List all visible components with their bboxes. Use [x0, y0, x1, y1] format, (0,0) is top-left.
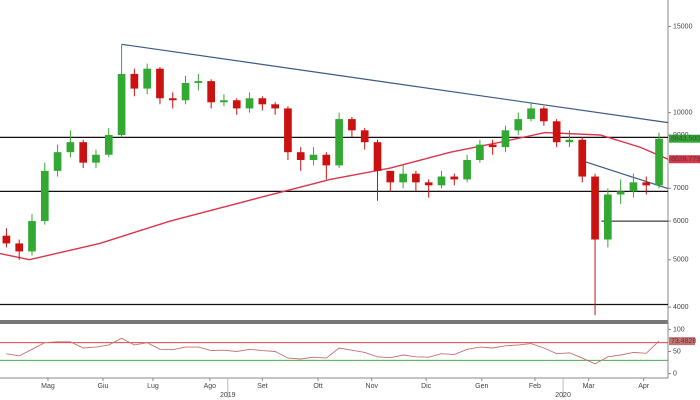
candle-body: [117, 73, 126, 135]
x-tick-label: Apr: [638, 383, 650, 390]
x-tick-label: Set: [257, 383, 268, 390]
candle-body: [373, 142, 382, 171]
candle-body: [527, 108, 535, 120]
candle-body: [194, 81, 203, 83]
year-label: 2020: [555, 392, 571, 399]
x-tick-label: Dic: [421, 383, 432, 390]
y-tick-label: 4000: [673, 304, 689, 311]
candle-body: [15, 243, 24, 252]
candle-body: [360, 130, 369, 143]
candle-body: [232, 100, 241, 109]
candle-body: [412, 173, 420, 183]
candle-body: [552, 121, 561, 143]
candle-body: [501, 130, 510, 148]
candle-body: [335, 119, 343, 166]
candle-body: [245, 98, 254, 109]
candle-body: [156, 68, 164, 99]
x-tick-label: Gen: [475, 383, 488, 390]
candle-body: [450, 176, 459, 180]
candle-body: [540, 108, 548, 122]
candle-body: [463, 159, 471, 180]
candle-body: [514, 119, 523, 131]
rsi-tick-label: 100: [673, 326, 685, 333]
candle-body: [488, 144, 497, 148]
y-tick-label: 10000: [673, 109, 693, 116]
candle-body: [104, 134, 113, 155]
candle-body: [565, 139, 574, 143]
rsi-line: [6, 337, 660, 365]
candle-body: [53, 152, 62, 171]
x-tick-label: Mar: [583, 383, 596, 390]
ma-price-label: 8028.7799: [671, 156, 700, 163]
panel-separator: [0, 320, 668, 324]
y-tick-label: 7000: [673, 185, 689, 192]
candle-body: [284, 108, 292, 153]
moving-average: [0, 131, 669, 261]
candle-body: [386, 170, 395, 183]
candle-body: [476, 144, 484, 160]
candle-body: [168, 98, 177, 101]
candle-body: [322, 154, 331, 166]
x-tick-label: Nov: [366, 383, 379, 390]
candle-body: [604, 194, 612, 240]
candle-body: [92, 154, 100, 163]
rsi-tick-label: 0: [673, 370, 677, 377]
candle-body: [79, 142, 88, 163]
ma-price-label-box: [669, 155, 700, 164]
year-label: 2019: [220, 392, 236, 399]
x-tick-label: Feb: [529, 383, 541, 390]
candle-body: [271, 104, 279, 109]
candle-body: [616, 191, 625, 195]
trendline: [582, 160, 669, 190]
x-tick-label: Mag: [41, 383, 55, 390]
candle-body: [591, 176, 599, 240]
candle-body: [181, 82, 190, 101]
candle-body: [424, 182, 433, 186]
rsi-value-label: 73.4828: [671, 338, 696, 345]
candle-body: [578, 139, 587, 177]
candle-body: [40, 170, 49, 222]
y-tick-label: 6000: [673, 218, 689, 225]
candle-body: [66, 142, 75, 153]
candle-body: [655, 138, 663, 186]
candle-body: [437, 176, 446, 186]
candle-body: [143, 68, 152, 89]
candle-body: [220, 100, 228, 103]
trendline: [121, 43, 669, 124]
y-tick-label: 5000: [673, 257, 689, 264]
candle-body: [296, 152, 305, 160]
rsi-value-box: [669, 337, 695, 346]
x-tick-label: Giu: [98, 383, 109, 390]
last-price-label-box: [669, 134, 700, 143]
candle-body: [629, 182, 638, 192]
candle-body: [207, 81, 215, 103]
x-tick-label: Ago: [204, 383, 217, 390]
candle-body: [258, 98, 267, 105]
candle-body: [2, 235, 11, 244]
x-tick-label: Ott: [313, 383, 322, 390]
rsi-tick-label: 50: [673, 348, 681, 355]
candle-body: [28, 221, 36, 252]
last-price-label: 8843.5000: [671, 136, 700, 143]
y-tick-label: 15000: [673, 23, 693, 30]
candle-body: [348, 119, 356, 131]
candle-body: [642, 182, 651, 186]
x-tick-label: Lug: [147, 383, 159, 390]
candle-body: [130, 73, 139, 89]
candle-body: [309, 154, 318, 160]
candle-body: [399, 173, 407, 183]
